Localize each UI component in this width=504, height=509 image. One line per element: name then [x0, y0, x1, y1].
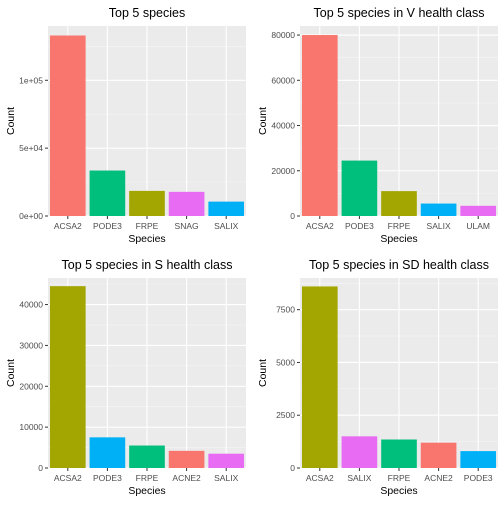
- y-tick-label: 0: [38, 463, 43, 473]
- bar-ulam: [460, 205, 497, 216]
- chart-title: Top 5 species in V health class: [314, 6, 485, 20]
- x-axis-label: Species: [380, 485, 417, 497]
- y-tick-label: 40000: [19, 300, 43, 310]
- bar-snag: [168, 191, 205, 216]
- bar-frpe: [129, 445, 165, 468]
- x-axis-label: Species: [380, 233, 417, 245]
- y-tick-label: 10000: [19, 422, 43, 432]
- x-tick-label: PODE3: [93, 473, 122, 483]
- bar-salix: [208, 453, 245, 468]
- y-tick-label: 0e+00: [19, 211, 43, 221]
- chart-top5-species: 0e+00 5e+04 1e+05 ACSA2 PODE3 FRPE SNAG SALIX To…: [5, 6, 246, 245]
- bar-frpe: [381, 439, 417, 468]
- y-tick-label: 20000: [271, 166, 295, 176]
- bar-pode3: [460, 451, 497, 468]
- bar-acsa2: [301, 286, 338, 468]
- bar-pode3: [89, 437, 126, 468]
- bar-frpe: [381, 191, 417, 216]
- chart-title: Top 5 species in S health class: [62, 258, 233, 272]
- bar-acsa2: [49, 286, 86, 468]
- bar-salix: [341, 436, 378, 468]
- y-tick-label: 60000: [271, 75, 295, 85]
- x-tick-label: ACSA2: [306, 473, 334, 483]
- bar-acsa2: [301, 35, 338, 216]
- y-tick-label: 5e+04: [19, 143, 43, 153]
- x-tick-label: SALIX: [347, 473, 371, 483]
- x-tick-label: FRPE: [136, 221, 159, 231]
- y-axis-label: Count: [5, 107, 17, 135]
- x-tick-label: FRPE: [136, 473, 159, 483]
- x-axis-label: Species: [128, 485, 165, 497]
- bar-pode3: [89, 170, 126, 216]
- x-tick-label: FRPE: [388, 221, 411, 231]
- bar-frpe: [129, 190, 165, 216]
- y-tick-label: 80000: [271, 30, 295, 40]
- chart-title: Top 5 species in SD health class: [309, 258, 489, 272]
- chart-top5-v-health: 0 20000 40000 60000 80000 ACSA2 PODE3 FRPE SALIX…: [257, 6, 498, 245]
- x-tick-label: ACSA2: [54, 221, 82, 231]
- x-tick-label: ACSA2: [54, 473, 82, 483]
- x-tick-label: ACNE2: [424, 473, 453, 483]
- chart-panel-top5-species: 0e+00 5e+04 1e+05 ACSA2 PODE3 FRPE SNAG SALIX To…: [0, 0, 252, 252]
- x-tick-label: FRPE: [388, 473, 411, 483]
- y-tick-label: 0: [290, 463, 295, 473]
- x-tick-label: SALIX: [214, 221, 238, 231]
- y-tick-label: 40000: [271, 121, 295, 131]
- x-tick-label: SALIX: [214, 473, 238, 483]
- x-tick-label: PODE3: [93, 221, 122, 231]
- x-tick-label: SNAG: [175, 221, 199, 231]
- y-axis-label: Count: [5, 359, 17, 387]
- x-tick-label: PODE3: [345, 221, 374, 231]
- y-tick-label: 20000: [19, 381, 43, 391]
- y-tick-label: 7500: [276, 305, 295, 315]
- chart-panel-top5-s-health: 0 10000 20000 30000 40000 ACSA2 PODE3 FRPE ACNE2…: [0, 252, 252, 504]
- chart-top5-sd-health: 0 2500 5000 7500 ACSA2 SALIX FRPE ACNE2 PODE3 Top…: [257, 258, 498, 497]
- chart-top5-s-health: 0 10000 20000 30000 40000 ACSA2 PODE3 FRPE ACNE2…: [5, 258, 246, 497]
- y-tick-label: 1e+05: [19, 75, 43, 85]
- x-tick-label: ACSA2: [306, 221, 334, 231]
- bar-acne2: [420, 442, 457, 468]
- x-tick-label: PODE3: [464, 473, 493, 483]
- x-tick-label: ULAM: [466, 221, 490, 231]
- chart-panel-top5-sd-health: 0 2500 5000 7500 ACSA2 SALIX FRPE ACNE2 PODE3 Top…: [252, 252, 504, 504]
- bar-salix: [420, 203, 457, 216]
- bar-salix: [208, 201, 245, 216]
- x-tick-label: SALIX: [427, 221, 451, 231]
- bar-pode3: [341, 160, 378, 216]
- bar-acne2: [168, 450, 205, 468]
- y-axis-label: Count: [257, 107, 269, 135]
- y-tick-label: 30000: [19, 340, 43, 350]
- chart-panel-top5-v-health: 0 20000 40000 60000 80000 ACSA2 PODE3 FRPE SALIX…: [252, 0, 504, 252]
- y-axis-label: Count: [257, 359, 269, 387]
- y-tick-label: 5000: [276, 357, 295, 367]
- x-tick-label: ACNE2: [172, 473, 201, 483]
- chart-title: Top 5 species: [109, 6, 185, 20]
- x-axis-label: Species: [128, 233, 165, 245]
- bar-acsa2: [49, 35, 86, 216]
- y-tick-label: 2500: [276, 410, 295, 420]
- y-tick-label: 0: [290, 211, 295, 221]
